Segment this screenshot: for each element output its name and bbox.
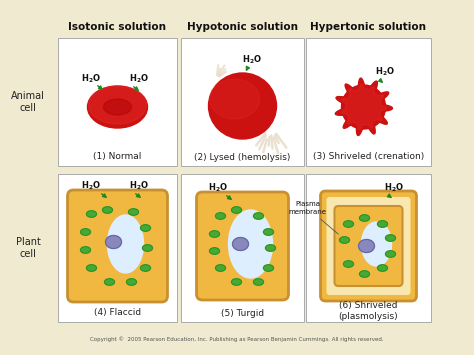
- Ellipse shape: [88, 86, 147, 128]
- Ellipse shape: [210, 231, 219, 237]
- Ellipse shape: [86, 265, 97, 271]
- Text: Animal
cell: Animal cell: [11, 91, 45, 113]
- FancyBboxPatch shape: [320, 191, 417, 301]
- Ellipse shape: [377, 265, 388, 271]
- Text: $\mathbf{H_2O}$: $\mathbf{H_2O}$: [129, 180, 149, 192]
- Ellipse shape: [231, 279, 241, 285]
- Ellipse shape: [89, 86, 146, 124]
- Ellipse shape: [344, 261, 354, 267]
- Text: $\mathbf{H_2O}$: $\mathbf{H_2O}$: [375, 66, 395, 78]
- FancyBboxPatch shape: [306, 38, 431, 166]
- Text: Plasma
membrane: Plasma membrane: [289, 202, 338, 234]
- Ellipse shape: [128, 209, 138, 215]
- Ellipse shape: [385, 251, 395, 257]
- Ellipse shape: [359, 215, 370, 221]
- Text: (5) Turgid: (5) Turgid: [221, 308, 264, 317]
- Ellipse shape: [377, 221, 388, 227]
- Text: Copyright ©  2005 Pearson Education, Inc. Publishing as Pearson Benjamin Cumming: Copyright © 2005 Pearson Education, Inc.…: [90, 336, 384, 342]
- FancyBboxPatch shape: [306, 174, 431, 322]
- FancyBboxPatch shape: [58, 38, 177, 166]
- Polygon shape: [341, 84, 386, 130]
- Ellipse shape: [359, 271, 370, 277]
- Ellipse shape: [264, 265, 273, 271]
- FancyBboxPatch shape: [327, 197, 410, 295]
- Ellipse shape: [339, 237, 349, 243]
- Ellipse shape: [233, 237, 248, 251]
- Ellipse shape: [102, 207, 112, 213]
- Text: (4) Flaccid: (4) Flaccid: [94, 308, 141, 317]
- FancyBboxPatch shape: [197, 192, 289, 300]
- Text: $\mathbf{H_2O}$: $\mathbf{H_2O}$: [129, 73, 149, 85]
- Ellipse shape: [385, 235, 395, 241]
- Text: Plant
cell: Plant cell: [16, 237, 40, 259]
- Ellipse shape: [228, 210, 273, 278]
- Ellipse shape: [209, 73, 276, 139]
- Text: Hypertonic solution: Hypertonic solution: [310, 22, 427, 32]
- FancyBboxPatch shape: [335, 206, 402, 286]
- Ellipse shape: [127, 279, 137, 285]
- Ellipse shape: [86, 211, 97, 217]
- Ellipse shape: [106, 235, 121, 248]
- FancyBboxPatch shape: [181, 174, 304, 322]
- Text: Isotonic solution: Isotonic solution: [69, 22, 166, 32]
- Ellipse shape: [264, 229, 273, 235]
- Ellipse shape: [104, 279, 115, 285]
- Ellipse shape: [358, 240, 374, 252]
- Ellipse shape: [344, 221, 354, 227]
- Text: $\mathbf{H_2O}$: $\mathbf{H_2O}$: [82, 73, 101, 85]
- Ellipse shape: [140, 225, 151, 231]
- Ellipse shape: [254, 279, 264, 285]
- Ellipse shape: [265, 245, 275, 251]
- Text: $\mathbf{H_2O}$: $\mathbf{H_2O}$: [384, 182, 404, 194]
- Text: $\mathbf{H_2O}$: $\mathbf{H_2O}$: [82, 180, 101, 192]
- Ellipse shape: [140, 265, 151, 271]
- Text: (2) Lysed (hemolysis): (2) Lysed (hemolysis): [194, 153, 291, 162]
- Ellipse shape: [81, 229, 91, 235]
- Ellipse shape: [231, 207, 241, 213]
- Ellipse shape: [216, 213, 226, 219]
- Ellipse shape: [108, 215, 144, 273]
- Ellipse shape: [216, 265, 226, 271]
- Ellipse shape: [210, 248, 219, 254]
- FancyBboxPatch shape: [58, 174, 177, 322]
- Ellipse shape: [254, 213, 264, 219]
- FancyBboxPatch shape: [181, 38, 304, 166]
- Ellipse shape: [210, 79, 259, 119]
- Ellipse shape: [81, 247, 91, 253]
- Polygon shape: [335, 78, 392, 136]
- Ellipse shape: [103, 99, 131, 115]
- FancyBboxPatch shape: [67, 190, 167, 302]
- Text: Hypotonic solution: Hypotonic solution: [187, 22, 298, 32]
- Text: $\mathbf{H_2O}$: $\mathbf{H_2O}$: [243, 54, 263, 66]
- Text: (3) Shriveled (crenation): (3) Shriveled (crenation): [313, 153, 424, 162]
- Text: (1) Normal: (1) Normal: [93, 153, 142, 162]
- Text: $\mathbf{H_2O}$: $\mathbf{H_2O}$: [209, 182, 228, 194]
- Ellipse shape: [143, 245, 153, 251]
- Text: (6) Shriveled
(plasmolysis): (6) Shriveled (plasmolysis): [339, 301, 398, 321]
- Ellipse shape: [362, 222, 392, 266]
